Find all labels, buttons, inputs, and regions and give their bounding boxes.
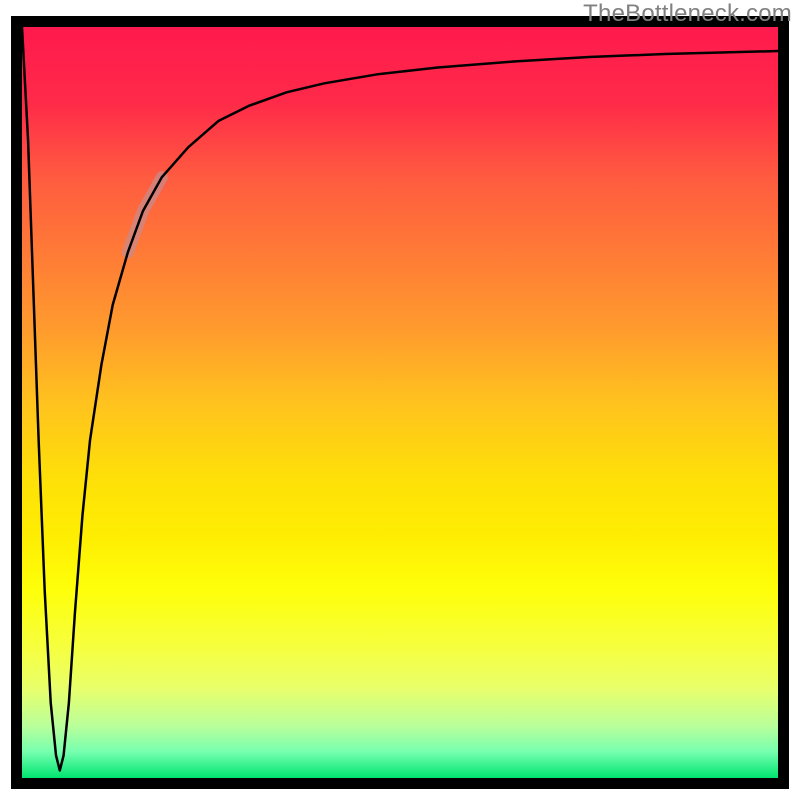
- bottleneck-chart: TheBottleneck.com: [0, 0, 800, 800]
- watermark-text: TheBottleneck.com: [583, 0, 792, 28]
- plot-background: [22, 27, 778, 778]
- chart-svg: [0, 0, 800, 800]
